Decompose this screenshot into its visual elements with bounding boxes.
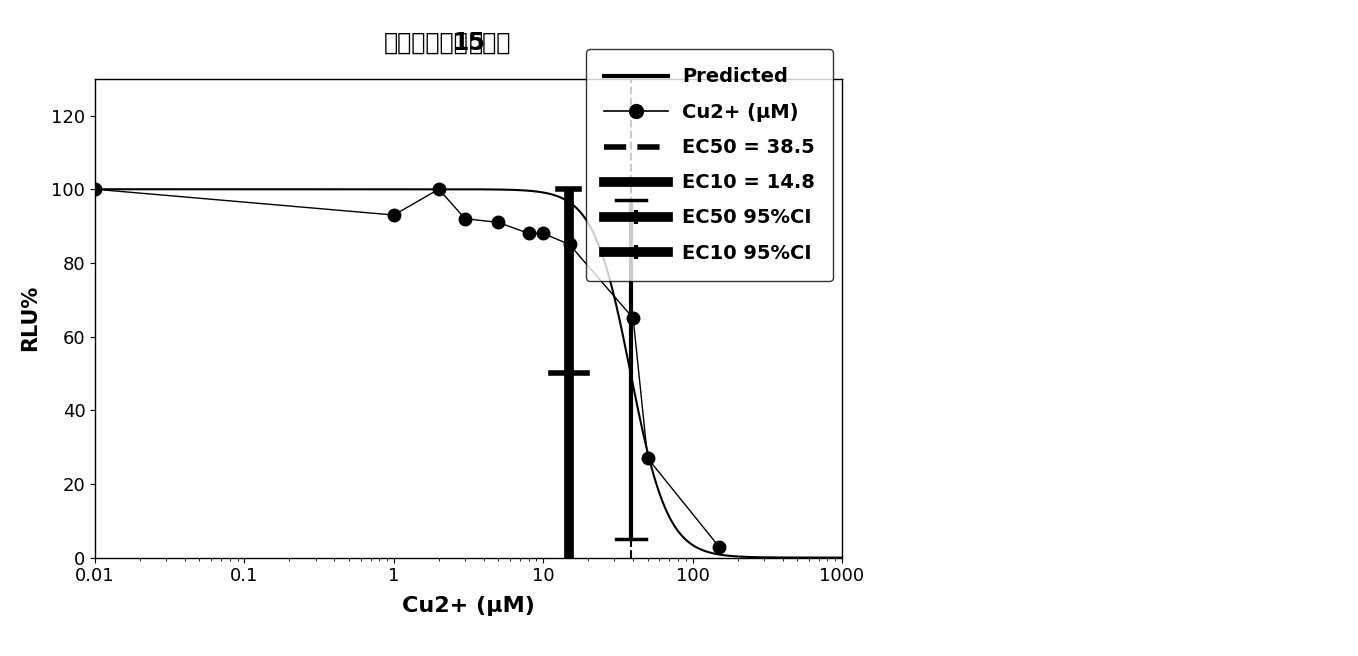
X-axis label: Cu2+ (μM): Cu2+ (μM) <box>402 596 535 617</box>
Text: 15: 15 <box>452 31 485 55</box>
Text: 分钟）: 分钟） <box>469 31 511 55</box>
Y-axis label: RLU%: RLU% <box>20 285 41 351</box>
Legend: Predicted, Cu2+ (μM), EC50 = 38.5, EC10 = 14.8, EC50 95%CI, EC10 95%CI: Predicted, Cu2+ (μM), EC50 = 38.5, EC10 … <box>587 49 832 281</box>
Text: 铜标准曲线（: 铜标准曲线（ <box>384 31 469 55</box>
